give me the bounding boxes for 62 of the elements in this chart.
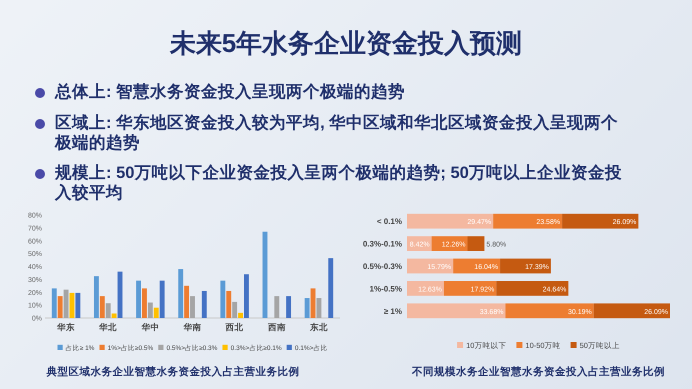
bar bbox=[220, 280, 226, 318]
bar bbox=[52, 288, 57, 318]
bar bbox=[154, 308, 159, 318]
text: 不同规模水务企业智慧水务资金投入占主营业务比例 bbox=[411, 365, 665, 378]
x-tick-label: 华北 bbox=[98, 322, 118, 332]
text: 未来5年水务企业资金投入预测 bbox=[168, 27, 524, 60]
x-tick-label: 西北 bbox=[224, 322, 245, 332]
bar bbox=[226, 290, 232, 318]
bar bbox=[407, 303, 506, 318]
bar bbox=[160, 280, 165, 318]
bar bbox=[562, 214, 638, 229]
bar bbox=[118, 272, 122, 318]
text: 典型区域水务企业智慧水务资金投入占主营业务比例 bbox=[46, 365, 300, 378]
y-tick-label: 0.3%-0.1% bbox=[362, 240, 402, 249]
bar bbox=[594, 303, 670, 318]
bar bbox=[142, 288, 147, 318]
bar bbox=[432, 236, 468, 251]
bar bbox=[244, 274, 249, 318]
bar bbox=[75, 292, 80, 318]
bar bbox=[316, 298, 322, 318]
bar bbox=[184, 286, 190, 318]
bar bbox=[94, 276, 99, 318]
bar bbox=[286, 296, 292, 318]
bar bbox=[58, 296, 63, 318]
bar bbox=[310, 288, 316, 318]
bar bbox=[496, 281, 568, 296]
x-tick-label: 华南 bbox=[182, 322, 202, 332]
x-tick-label: 华中 bbox=[140, 322, 160, 332]
bar bbox=[238, 312, 243, 318]
bar bbox=[178, 269, 184, 318]
x-tick-label: 东北 bbox=[308, 322, 329, 332]
y-tick-label: < 0.1% bbox=[376, 217, 402, 226]
bar bbox=[64, 290, 69, 318]
y-tick-label: 0.5%-0.3% bbox=[362, 262, 402, 271]
x-tick-label: 西南 bbox=[266, 322, 286, 332]
text: 规模上: 50万吨以下企业资金投入呈两个极端的趋势; 50万吨以上企业资金投入较平均 bbox=[55, 163, 623, 203]
bar bbox=[202, 290, 207, 318]
bar bbox=[467, 236, 484, 251]
bar bbox=[148, 302, 153, 318]
bar bbox=[232, 302, 238, 318]
bar bbox=[444, 281, 496, 296]
bar bbox=[190, 296, 195, 318]
bar bbox=[407, 214, 494, 229]
bar bbox=[70, 292, 74, 318]
bar bbox=[505, 303, 594, 318]
bar bbox=[407, 258, 454, 274]
bar bbox=[136, 280, 142, 318]
y-tick-label: 1%-0.5% bbox=[370, 284, 402, 294]
bar bbox=[106, 303, 111, 318]
bar bbox=[274, 296, 280, 318]
bar bbox=[453, 258, 500, 274]
bar bbox=[262, 232, 268, 318]
bar bbox=[493, 214, 562, 229]
bar bbox=[100, 296, 105, 318]
y-tick-label: ≥ 1% bbox=[384, 306, 402, 316]
text: 区域上: 华东地区资金投入较为平均, 华中区域和华北区域资金投入呈现两个极端的趋势 bbox=[55, 113, 620, 153]
bar bbox=[112, 313, 117, 318]
text: 总体上: 智慧水务资金投入呈现两个极端的趋势 bbox=[55, 82, 406, 102]
bar bbox=[304, 298, 310, 318]
bar bbox=[500, 258, 551, 274]
bar bbox=[328, 258, 334, 318]
x-tick-label: 华东 bbox=[56, 322, 76, 332]
